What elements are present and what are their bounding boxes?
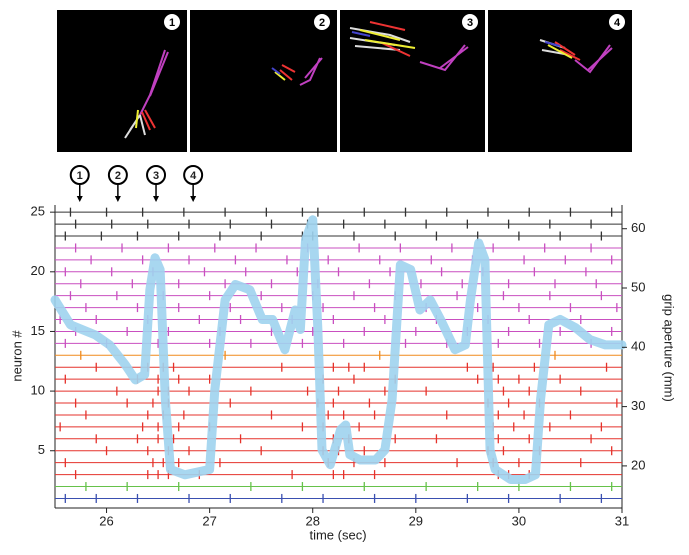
grip-aperture-line xyxy=(50,215,627,485)
x-tick-label: 29 xyxy=(409,513,423,528)
y-axis-label: neuron # xyxy=(9,330,24,382)
panel-number: 1 xyxy=(169,17,175,29)
hand-drawing xyxy=(124,21,613,139)
raster-row xyxy=(55,315,622,325)
y-tick-label: 5 xyxy=(38,442,45,457)
x-tick-label: 27 xyxy=(202,513,216,528)
x-tick-label: 26 xyxy=(99,513,113,528)
y-tick-label: 15 xyxy=(31,323,45,338)
x-axis-label: time (sec) xyxy=(309,527,366,542)
event-label: 2 xyxy=(115,170,121,182)
panel-number-circle xyxy=(314,14,330,30)
y2-tick-label: 30 xyxy=(631,398,645,413)
raster-row xyxy=(55,410,622,420)
panel-number: 4 xyxy=(614,17,621,29)
raster-row xyxy=(55,243,622,253)
raster-row xyxy=(55,493,622,503)
panel xyxy=(190,10,337,152)
y2-tick-label: 40 xyxy=(631,339,645,354)
y2-tick-label: 60 xyxy=(631,220,645,235)
raster-row xyxy=(55,386,622,396)
panel-number-circle xyxy=(462,14,478,30)
event-label: 1 xyxy=(77,170,83,182)
event-arrowhead xyxy=(76,196,83,202)
y2-axis-label: grip aperture (mm) xyxy=(662,294,677,402)
raster-row xyxy=(55,326,622,336)
raster-row xyxy=(55,279,622,289)
y2-tick-label: 20 xyxy=(631,457,645,472)
y-tick-label: 25 xyxy=(31,204,45,219)
y-tick-label: 10 xyxy=(31,383,45,398)
raster-row xyxy=(55,458,622,468)
event-arrowhead xyxy=(114,196,121,202)
raster-row xyxy=(55,255,622,265)
x-tick-label: 30 xyxy=(512,513,526,528)
x-tick-label: 31 xyxy=(615,513,629,528)
panel-number-circle xyxy=(609,14,625,30)
y-tick-label: 20 xyxy=(31,263,45,278)
x-tick-label: 28 xyxy=(305,513,319,528)
y2-tick-label: 50 xyxy=(631,279,645,294)
pose-panels xyxy=(57,10,632,152)
raster-row xyxy=(55,231,622,241)
panel-number-circle xyxy=(164,14,180,30)
event-label: 3 xyxy=(153,170,159,182)
event-arrowhead xyxy=(153,196,160,202)
raster-row xyxy=(55,219,622,229)
panel xyxy=(488,10,632,152)
raster-row xyxy=(55,338,622,348)
raster-row xyxy=(55,362,622,372)
raster-row xyxy=(55,303,622,313)
raster-row xyxy=(55,350,622,360)
raster-row xyxy=(55,482,622,492)
panel xyxy=(340,10,485,152)
raster-row xyxy=(55,291,622,301)
event-label: 4 xyxy=(190,170,197,182)
raster-row xyxy=(55,267,622,277)
panel-number: 3 xyxy=(467,17,473,29)
panel xyxy=(57,10,187,152)
raster-row xyxy=(55,207,622,217)
panel-number: 2 xyxy=(319,17,325,29)
event-arrowhead xyxy=(190,196,197,202)
